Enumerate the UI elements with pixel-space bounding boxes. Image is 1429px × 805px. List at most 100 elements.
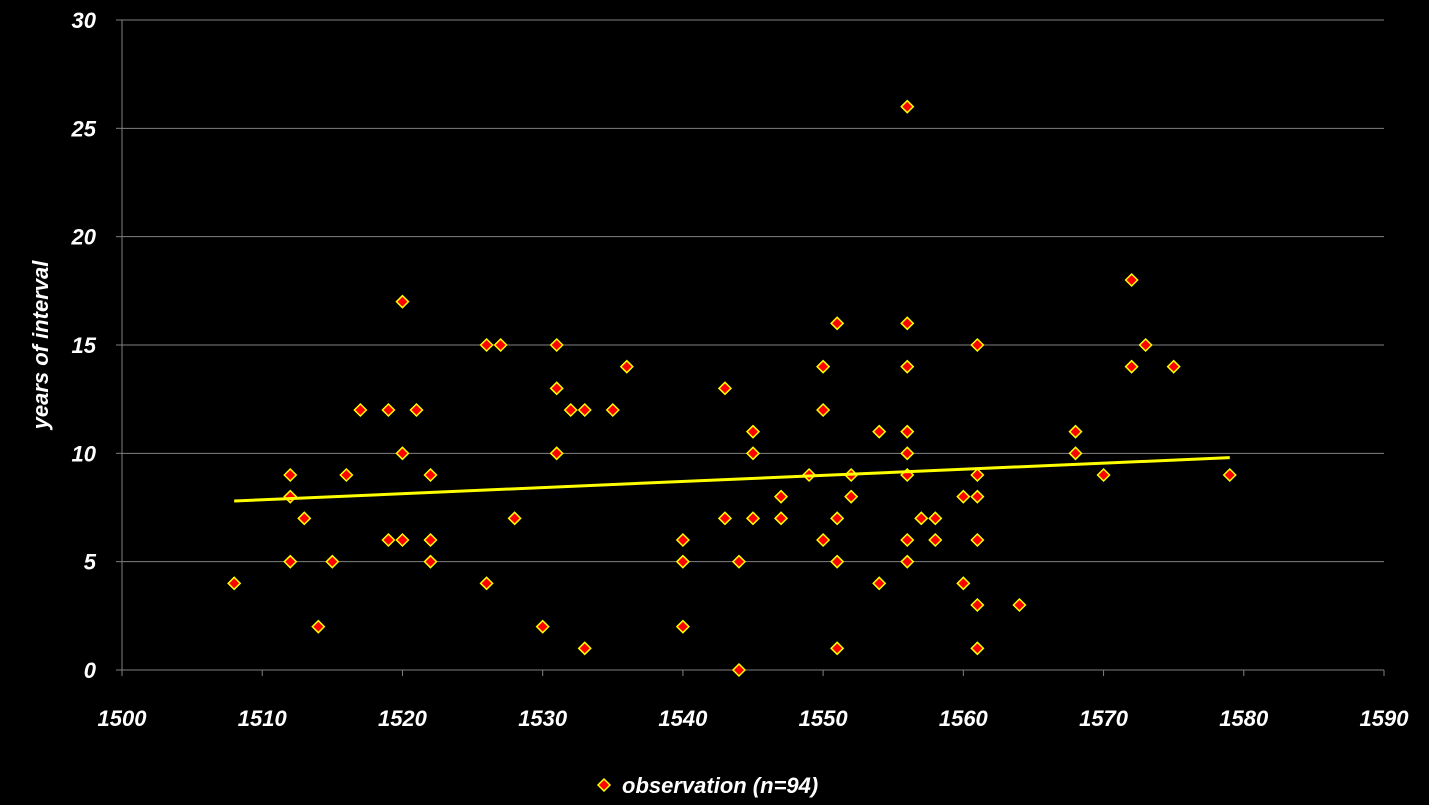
point (283, 467, 298, 483)
point (773, 511, 789, 526)
point (423, 554, 438, 569)
point (928, 532, 943, 548)
point (900, 532, 915, 548)
point (675, 619, 690, 634)
point (970, 597, 985, 613)
point (745, 424, 761, 439)
point (900, 359, 915, 374)
point (339, 467, 354, 483)
point (395, 446, 410, 461)
point (423, 532, 438, 548)
point (900, 446, 915, 461)
point (395, 532, 410, 548)
point (297, 511, 312, 526)
x-tick-label: 1590 (1360, 706, 1410, 731)
point (325, 554, 340, 569)
point (745, 511, 761, 526)
point (1166, 359, 1181, 374)
point (1068, 446, 1083, 461)
point (970, 489, 985, 504)
point (1124, 272, 1139, 288)
point (900, 316, 915, 331)
point (535, 619, 550, 634)
point (830, 554, 845, 569)
y-tick-label: 0 (84, 658, 97, 683)
point (1068, 424, 1083, 439)
point (970, 532, 985, 548)
point (605, 402, 620, 418)
legend-label: observation (n=94) (622, 773, 818, 798)
point (844, 489, 859, 504)
point (479, 337, 494, 353)
y-tick-label: 10 (72, 441, 97, 466)
point (675, 554, 690, 569)
x-tick-label: 1580 (1219, 706, 1269, 731)
legend-marker (596, 777, 612, 793)
x-tick-label: 1570 (1079, 706, 1129, 731)
point (1138, 337, 1153, 353)
y-tick-label: 25 (71, 116, 97, 141)
point (675, 532, 690, 548)
point (311, 619, 326, 634)
point (1124, 359, 1139, 374)
point (830, 316, 845, 331)
point (353, 402, 368, 418)
point (563, 402, 578, 418)
point (577, 402, 592, 418)
x-tick-label: 1510 (238, 706, 288, 731)
point (423, 467, 438, 483)
point (381, 532, 396, 548)
point (395, 294, 410, 309)
point (549, 446, 564, 461)
y-tick-label: 20 (71, 225, 97, 250)
point (816, 359, 831, 374)
point (900, 424, 915, 439)
point (619, 359, 634, 374)
x-tick-label: 1550 (799, 706, 849, 731)
point (872, 576, 887, 591)
trendline (234, 456, 1230, 503)
point (956, 576, 971, 591)
x-tick-label: 1500 (98, 706, 148, 731)
point (493, 337, 508, 353)
x-tick-label: 1560 (939, 706, 989, 731)
point (717, 511, 733, 526)
x-tick-label: 1530 (518, 706, 568, 731)
point (830, 641, 845, 656)
point (381, 402, 396, 418)
point (914, 511, 929, 526)
point (549, 337, 564, 353)
point (816, 402, 831, 418)
point (227, 576, 242, 591)
y-tick-label: 15 (72, 333, 97, 358)
point (1222, 467, 1237, 483)
y-axis-label: years of interval (28, 260, 53, 431)
point (1096, 467, 1111, 483)
x-tick-label: 1520 (378, 706, 428, 731)
point (970, 467, 985, 483)
point (731, 662, 747, 678)
point (283, 489, 298, 504)
point (872, 424, 887, 439)
point (549, 381, 564, 396)
point (900, 554, 915, 569)
point (970, 337, 985, 353)
point (745, 446, 761, 461)
point (1012, 597, 1027, 613)
point (507, 511, 522, 526)
point (577, 641, 592, 656)
point (970, 641, 985, 656)
point (773, 489, 789, 504)
y-tick-label: 30 (72, 8, 97, 33)
point (479, 576, 494, 591)
point (816, 532, 831, 548)
point (830, 511, 845, 526)
point (900, 99, 915, 114)
point (717, 381, 733, 396)
y-tick-label: 5 (84, 550, 97, 575)
point (283, 554, 298, 569)
point (928, 511, 943, 526)
point (731, 554, 747, 569)
